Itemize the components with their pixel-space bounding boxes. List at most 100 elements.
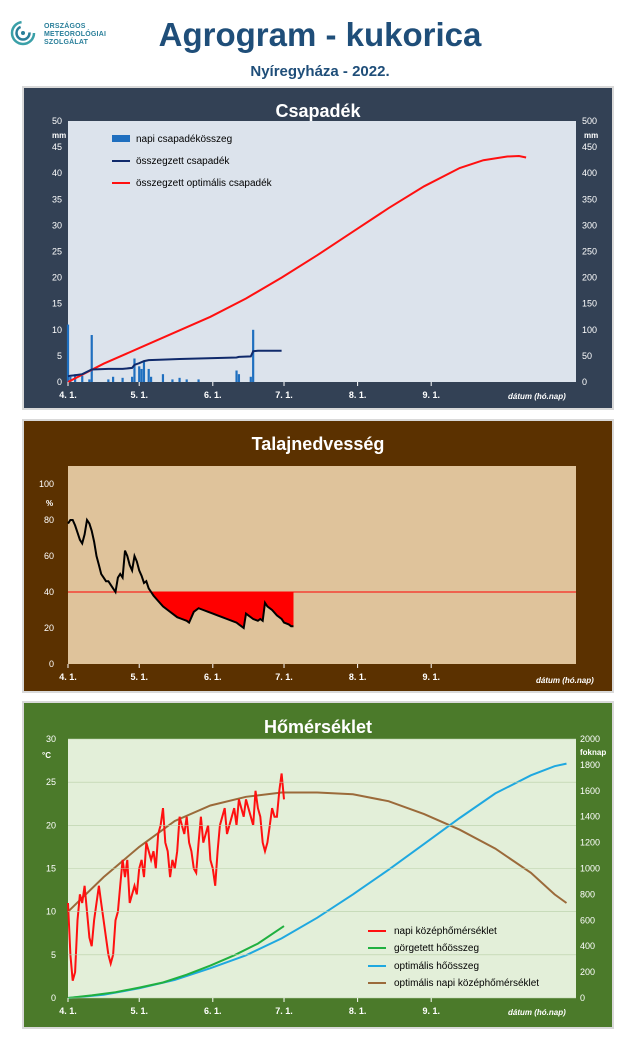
precip-cumulative-line <box>67 349 282 378</box>
daily-mean-temp-line <box>67 773 285 981</box>
daily-precip-bar <box>197 379 200 382</box>
temp-right-unit: foknap <box>580 748 606 757</box>
precip-x-tick-label: 9. 1. <box>422 390 440 400</box>
soil-deficit-area <box>151 592 294 628</box>
daily-precip-bar <box>69 376 72 382</box>
soil-x-tick-label: 4. 1. <box>59 672 77 682</box>
page-subtitle: Nyíregyháza - 2022. <box>250 63 390 80</box>
legend-label-cumulative: összegzett csapadék <box>136 156 230 167</box>
soil-x-label: dátum (hó.nap) <box>536 676 594 685</box>
precip-y-right-tick-label: 100 <box>582 325 597 335</box>
precip-optimal-line <box>67 154 527 383</box>
precip-y-right-tick-label: 200 <box>582 273 597 283</box>
temp-y-left-tick-label: 20 <box>46 820 56 830</box>
precip-y-right-tick-label: 150 <box>582 299 597 309</box>
soil-x-tick-label: 9. 1. <box>422 672 440 682</box>
soil-x-tick-label: 7. 1. <box>275 672 293 682</box>
logo-line-2: METEOROLÓGIAI <box>44 31 107 38</box>
daily-precip-bar <box>171 379 174 382</box>
precip-y-right-tick-label: 450 <box>582 142 597 152</box>
temp-y-right-tick-label: 1200 <box>580 838 600 848</box>
temp-y-left-tick-label: 5 <box>51 950 56 960</box>
logo-line-1: ORSZÁGOS <box>44 23 86 30</box>
precip-title: Csapadék <box>275 101 361 121</box>
precip-right-unit: mm <box>584 131 598 140</box>
precip-y-right-tick-label: 500 <box>582 116 597 126</box>
legend-label-optimal: összegzett optimális csapadék <box>136 178 273 189</box>
soil-chart: Talajnedvesség 0 20 40 60 80 100 % 4. 1. 5. 1.… <box>39 434 594 685</box>
optimal-daily-mean-line <box>67 791 568 913</box>
daily-precip-bar <box>90 335 93 382</box>
page-title: Agrogram - kukorica <box>158 16 482 53</box>
precip-y-right-tick-label: 50 <box>582 351 592 361</box>
temp-y-left-tick-label: 0 <box>51 993 56 1003</box>
logo-line-3: SZOLGÁLAT <box>44 39 89 46</box>
daily-precip-bar <box>178 377 181 382</box>
temp-y-right-tick-label: 0 <box>580 993 585 1003</box>
temp-y-right-tick-label: 1000 <box>580 864 600 874</box>
daily-precip-bar <box>88 379 91 382</box>
soil-y-tick-label: 40 <box>44 587 54 597</box>
precip-y-right-tick-label: 300 <box>582 220 597 230</box>
logo-swirl-icon <box>10 20 36 46</box>
temp-y-left-tick-label: 25 <box>46 777 56 787</box>
legend-label-opt-daily: optimális napi középhőmérséklet <box>394 978 539 989</box>
temp-title: Hőmérséklet <box>264 717 372 737</box>
precip-y-left-tick-label: 20 <box>52 273 62 283</box>
soil-y-tick-label: 0 <box>49 659 54 669</box>
temp-y-right-tick-label: 600 <box>580 915 595 925</box>
soil-title: Talajnedvesség <box>252 434 385 454</box>
precip-x-tick-label: 8. 1. <box>349 390 367 400</box>
temp-x-tick-label: 6. 1. <box>204 1006 222 1016</box>
soil-y-tick-label: 100 <box>39 479 54 489</box>
daily-precip-bar <box>185 379 188 382</box>
daily-precip-bar <box>147 368 150 382</box>
legend-label-opt-heat: optimális hőösszeg <box>394 961 479 972</box>
temp-y-left-tick-label: 30 <box>46 734 56 744</box>
temp-x-tick-label: 5. 1. <box>130 1006 148 1016</box>
daily-precip-bar <box>235 370 238 382</box>
temp-left-unit: °C <box>42 751 51 760</box>
temp-y-right-tick-label: 400 <box>580 941 595 951</box>
temp-y-left-tick-label: 15 <box>46 864 56 874</box>
temp-chart: Hőmérséklet 0 5 10 15 20 25 30 0 200 400 600 800 10… <box>42 717 606 1017</box>
legend-label-cum-heat: görgetett hőösszeg <box>394 943 479 954</box>
precip-legend: napi csapadékösszeg összegzett csapadék … <box>112 134 273 189</box>
temp-y-right-tick-label: 200 <box>580 967 595 977</box>
precip-panel: Csapadék 0 5 10 15 20 25 30 35 40 45 50 0 50 100 150 2… <box>22 86 614 410</box>
daily-precip-bar <box>138 366 141 382</box>
precip-y-left-tick-label: 10 <box>52 325 62 335</box>
soil-x-tick-label: 8. 1. <box>349 672 367 682</box>
temp-y-right-tick-label: 1800 <box>580 760 600 770</box>
precip-y-left-tick-label: 25 <box>52 247 62 257</box>
legend-label-daily: napi csapadékösszeg <box>136 134 232 145</box>
daily-precip-bar <box>121 377 124 382</box>
soil-plot-area <box>68 466 576 664</box>
temp-panel: Hőmérséklet 0 5 10 15 20 25 30 0 200 400 600 800 10… <box>22 701 614 1029</box>
precip-y-left-tick-label: 0 <box>57 377 62 387</box>
temp-x-tick-label: 8. 1. <box>349 1006 367 1016</box>
cumulative-heat-sum-line <box>67 925 285 999</box>
precip-left-unit: mm <box>52 131 66 140</box>
precip-y-left-tick-label: 5 <box>57 351 62 361</box>
legend-swatch-daily <box>112 135 130 142</box>
soil-x-tick-label: 5. 1. <box>130 672 148 682</box>
daily-precip-bar <box>112 376 115 382</box>
precip-y-left-tick-label: 45 <box>52 142 62 152</box>
precip-chart: Csapadék 0 5 10 15 20 25 30 35 40 45 50 0 50 100 150 2… <box>52 101 598 401</box>
soil-moisture-line <box>67 517 294 630</box>
soil-x-tick-label: 6. 1. <box>204 672 222 682</box>
precip-x-tick-label: 7. 1. <box>275 390 293 400</box>
precip-y-right-tick-label: 350 <box>582 194 597 204</box>
soil-y-tick-label: 80 <box>44 515 54 525</box>
daily-precip-bar <box>161 374 165 382</box>
daily-precip-bar <box>107 379 110 382</box>
daily-precip-bar <box>249 376 252 382</box>
precip-x-label: dátum (hó.nap) <box>508 392 566 401</box>
temp-y-left-tick-label: 10 <box>46 907 56 917</box>
soil-unit: % <box>46 499 53 508</box>
logo-text: ORSZÁGOS METEOROLÓGIAI SZOLGÁLAT <box>44 23 106 47</box>
temp-y-right-tick-label: 1600 <box>580 786 600 796</box>
daily-precip-bar <box>252 329 255 382</box>
precip-y-left-tick-label: 40 <box>52 168 62 178</box>
